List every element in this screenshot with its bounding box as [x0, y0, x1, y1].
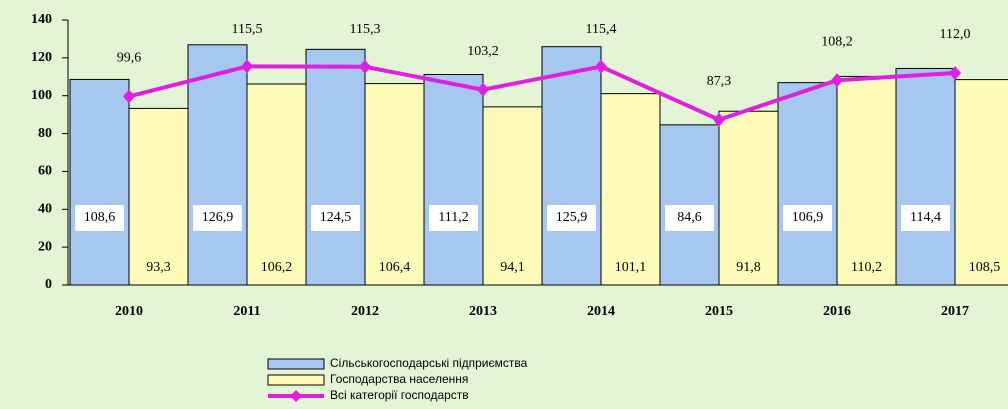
bar: [541, 46, 602, 286]
line-marker: [477, 82, 489, 97]
x-tick-label: 2010: [115, 304, 143, 319]
line-value-label: 112,0: [940, 27, 971, 42]
legend-swatch: [267, 358, 325, 370]
value-label: 93,3: [146, 260, 171, 275]
line-marker: [595, 59, 607, 74]
bar: [305, 48, 366, 286]
value-label: 108,6: [84, 210, 116, 225]
bar: [364, 83, 425, 286]
value-label-box: [429, 205, 478, 231]
value-label-box: [842, 255, 891, 281]
value-label-box: [75, 205, 124, 231]
y-tick-label: 100: [31, 88, 52, 103]
line-value-label: 115,5: [232, 22, 263, 37]
value-label: 110,2: [851, 260, 882, 275]
value-label: 91,8: [736, 260, 761, 275]
bar: [659, 124, 720, 286]
x-tick-label: 2015: [705, 304, 733, 319]
y-tick-label: 80: [38, 126, 52, 141]
x-tick-label: 2017: [941, 304, 969, 319]
value-label-box: [665, 205, 714, 231]
value-label-box: [252, 255, 301, 281]
value-label: 108,5: [969, 260, 1001, 275]
x-tick-label: 2016: [823, 304, 851, 319]
y-tick-label: 60: [38, 164, 52, 179]
x-tick-label: 2013: [469, 304, 497, 319]
line-value-label: 87,3: [707, 74, 732, 89]
legend-label: Сільськогосподарські підприємства: [330, 356, 528, 370]
value-label-box: [783, 205, 832, 231]
legend-label: Господарства населення: [330, 372, 468, 386]
line-marker: [123, 89, 135, 104]
line-value-label: 108,2: [821, 34, 853, 49]
value-label-box: [901, 205, 950, 231]
bar: [777, 82, 838, 286]
value-label-box: [311, 205, 360, 231]
value-label-box: [370, 255, 419, 281]
y-tick-label: 0: [45, 277, 52, 292]
legend-label: Всі категорії господарств: [330, 388, 469, 402]
value-label: 94,1: [500, 260, 525, 275]
value-label: 84,6: [677, 210, 702, 225]
legend-swatch: [267, 374, 325, 386]
value-label-box: [606, 255, 655, 281]
value-label: 114,4: [910, 210, 941, 225]
y-tick-label: 20: [38, 239, 52, 254]
legend-marker: [290, 390, 302, 402]
value-label-box: [193, 205, 242, 231]
x-tick-label: 2011: [233, 304, 260, 319]
bar: [423, 74, 484, 286]
value-label-box: [488, 255, 537, 281]
line-value-label: 103,2: [467, 44, 499, 59]
value-label: 106,9: [792, 210, 824, 225]
x-tick-label: 2012: [351, 304, 379, 319]
bar: [600, 93, 661, 286]
line-marker: [713, 112, 725, 127]
bar: [895, 67, 956, 286]
value-label-box: [547, 205, 596, 231]
value-label-box: [724, 255, 773, 281]
value-label: 106,2: [261, 260, 293, 275]
value-label: 111,2: [438, 210, 468, 225]
y-tick-label: 40: [38, 202, 52, 217]
line-value-label: 99,6: [117, 51, 142, 66]
line-marker: [241, 59, 253, 74]
value-label: 124,5: [320, 210, 352, 225]
value-label: 126,9: [202, 210, 234, 225]
value-label-box: [134, 255, 183, 281]
line: [128, 64, 956, 122]
bar: [246, 83, 307, 286]
bar: [836, 75, 897, 286]
y-tick-label: 120: [31, 50, 52, 65]
value-label: 101,1: [615, 260, 647, 275]
bar: [954, 79, 1008, 286]
line-value-label: 115,3: [350, 22, 381, 37]
bar: [69, 78, 130, 286]
value-label: 125,9: [556, 210, 588, 225]
line-marker: [949, 66, 961, 80]
line-value-label: 115,4: [586, 22, 617, 37]
x-tick-label: 2014: [587, 304, 615, 319]
line-marker: [831, 73, 843, 88]
line-marker: [359, 59, 371, 74]
value-label: 106,4: [379, 260, 411, 275]
y-tick-label: 140: [31, 12, 52, 27]
value-label-box: [960, 255, 1008, 281]
